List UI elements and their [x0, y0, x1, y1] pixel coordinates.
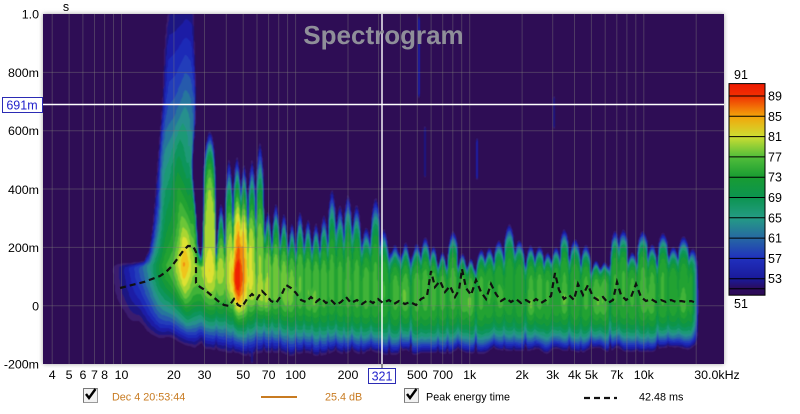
svg-text:5k: 5k: [585, 368, 599, 382]
svg-text:-200m: -200m: [4, 358, 39, 372]
svg-text:700: 700: [432, 368, 453, 382]
svg-text:Peak energy time: Peak energy time: [426, 392, 510, 404]
svg-text:s: s: [63, 0, 69, 14]
svg-text:53: 53: [768, 272, 782, 286]
svg-text:400m: 400m: [8, 183, 39, 197]
svg-text:50: 50: [236, 368, 250, 382]
svg-text:200: 200: [338, 368, 359, 382]
svg-text:30.0kHz: 30.0kHz: [694, 368, 739, 382]
svg-text:200m: 200m: [8, 241, 39, 255]
svg-text:321: 321: [372, 370, 393, 384]
svg-text:1.0: 1.0: [22, 8, 39, 22]
svg-text:4: 4: [49, 368, 56, 382]
svg-text:77: 77: [768, 150, 782, 164]
svg-text:51: 51: [734, 297, 748, 311]
svg-text:89: 89: [768, 90, 782, 104]
svg-text:7k: 7k: [610, 368, 624, 382]
svg-text:57: 57: [768, 252, 782, 266]
svg-text:5: 5: [66, 368, 73, 382]
svg-text:7: 7: [91, 368, 98, 382]
svg-text:100: 100: [285, 368, 306, 382]
svg-text:30: 30: [198, 368, 212, 382]
svg-text:2k: 2k: [516, 368, 530, 382]
svg-text:6: 6: [79, 368, 86, 382]
svg-text:42.48 ms: 42.48 ms: [639, 392, 684, 404]
svg-text:Dec 4 20:53:44: Dec 4 20:53:44: [112, 392, 185, 404]
svg-text:8: 8: [101, 368, 108, 382]
svg-text:10k: 10k: [634, 368, 655, 382]
svg-text:3k: 3k: [546, 368, 560, 382]
svg-text:20: 20: [167, 368, 181, 382]
svg-text:91: 91: [734, 68, 748, 82]
svg-text:1k: 1k: [463, 368, 477, 382]
svg-text:73: 73: [768, 171, 782, 185]
svg-text:65: 65: [768, 211, 782, 225]
svg-text:Spectrogram: Spectrogram: [303, 20, 463, 50]
svg-text:800m: 800m: [8, 66, 39, 80]
svg-text:500: 500: [407, 368, 428, 382]
svg-text:600m: 600m: [8, 124, 39, 138]
svg-text:10: 10: [115, 368, 129, 382]
svg-text:0: 0: [32, 300, 39, 314]
svg-text:69: 69: [768, 191, 782, 205]
svg-text:70: 70: [262, 368, 276, 382]
svg-text:25.4 dB: 25.4 dB: [325, 392, 362, 404]
svg-text:81: 81: [768, 130, 782, 144]
svg-text:4k: 4k: [568, 368, 582, 382]
svg-text:691m: 691m: [6, 99, 37, 113]
svg-text:85: 85: [768, 110, 782, 124]
svg-text:61: 61: [768, 232, 782, 246]
